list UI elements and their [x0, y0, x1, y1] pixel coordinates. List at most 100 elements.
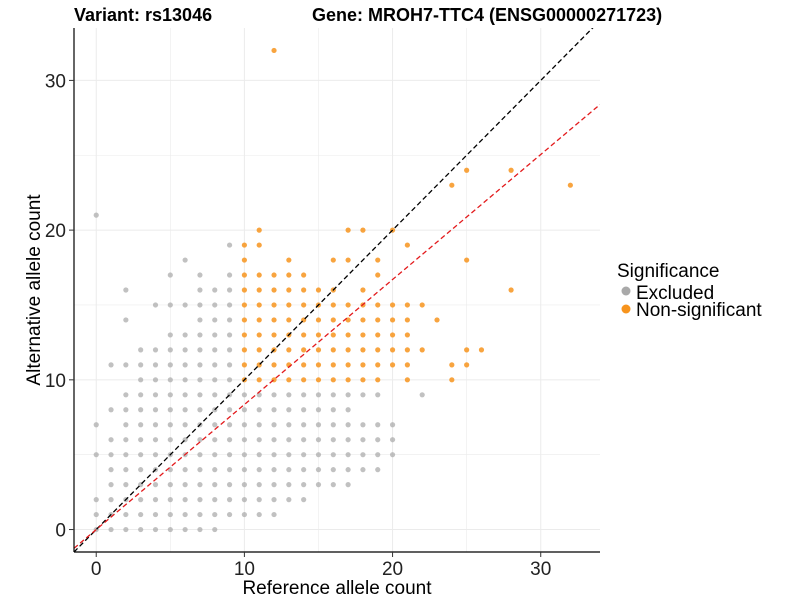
data-point-non-significant [360, 377, 366, 383]
chart-title-left: Variant: rs13046 [74, 5, 212, 25]
data-point-excluded [152, 497, 159, 503]
data-point-excluded [212, 392, 218, 398]
data-point-non-significant [434, 317, 440, 323]
data-point-excluded [167, 422, 173, 428]
x-tick-label: 30 [530, 559, 551, 580]
data-point-non-significant [389, 332, 396, 338]
legend-label-non-significant: Non-significant [636, 300, 762, 321]
data-point-excluded [212, 302, 218, 308]
data-point-non-significant [271, 302, 277, 308]
data-point-non-significant [567, 182, 573, 188]
data-point-excluded [93, 422, 99, 428]
data-point-excluded [360, 437, 366, 443]
x-tick-label: 10 [234, 559, 255, 580]
data-point-non-significant [256, 242, 262, 248]
data-point-excluded [152, 452, 159, 458]
data-point-excluded [167, 272, 173, 278]
data-point-non-significant [345, 347, 351, 353]
data-point-excluded [123, 317, 129, 323]
data-point-non-significant [389, 362, 396, 368]
data-point-excluded [241, 422, 247, 428]
data-point-excluded [286, 497, 292, 503]
data-point-non-significant [330, 347, 336, 353]
data-point-excluded [167, 347, 173, 353]
data-point-excluded [108, 526, 114, 533]
legend-swatch-non-significant [621, 304, 631, 314]
data-point-excluded [212, 467, 218, 473]
data-point-excluded [138, 497, 144, 503]
data-point-excluded [197, 317, 203, 323]
data-point-excluded [315, 467, 322, 473]
data-point-excluded [197, 437, 203, 443]
data-point-excluded [271, 392, 277, 398]
data-point-excluded [226, 497, 233, 503]
data-point-excluded [138, 422, 144, 428]
data-point-excluded [301, 392, 307, 398]
data-point-non-significant [375, 302, 381, 308]
data-point-excluded [138, 467, 144, 473]
data-point-non-significant [301, 302, 307, 308]
data-point-non-significant [315, 362, 322, 368]
data-point-excluded [301, 452, 307, 458]
data-point-excluded [241, 511, 247, 518]
data-point-non-significant [241, 257, 247, 263]
data-point-excluded [197, 347, 203, 353]
data-point-excluded [241, 452, 247, 458]
data-point-excluded [167, 482, 173, 488]
data-point-excluded [212, 377, 218, 383]
data-point-excluded [138, 407, 144, 413]
data-point-excluded [375, 422, 381, 428]
data-point-excluded [152, 302, 159, 308]
data-point-excluded [212, 362, 218, 368]
data-point-excluded [152, 362, 159, 368]
data-point-excluded [138, 362, 144, 368]
data-point-excluded [123, 511, 129, 518]
data-point-excluded [123, 482, 129, 488]
data-point-excluded [167, 377, 173, 383]
data-point-excluded [241, 407, 247, 413]
data-point-excluded [301, 497, 307, 503]
data-point-non-significant [375, 347, 381, 353]
data-point-excluded [226, 242, 233, 248]
data-point-excluded [330, 422, 336, 428]
data-point-non-significant [286, 317, 292, 323]
data-point-excluded [375, 392, 381, 398]
data-point-non-significant [241, 332, 247, 338]
data-point-excluded [271, 452, 277, 458]
data-point-non-significant [330, 257, 336, 263]
data-point-non-significant [241, 242, 247, 248]
data-point-non-significant [271, 362, 277, 368]
data-point-non-significant [360, 227, 366, 233]
data-point-excluded [182, 377, 188, 383]
data-point-excluded [167, 332, 173, 338]
data-point-non-significant [345, 332, 351, 338]
data-point-non-significant [360, 317, 366, 323]
data-point-excluded [197, 392, 203, 398]
data-point-excluded [286, 482, 292, 488]
data-point-excluded [271, 422, 277, 428]
data-point-excluded [315, 392, 322, 398]
data-point-excluded [360, 392, 366, 398]
data-point-excluded [167, 302, 173, 308]
data-point-non-significant [508, 167, 514, 173]
data-point-excluded [315, 407, 322, 413]
data-point-non-significant [360, 287, 366, 293]
data-point-non-significant [241, 362, 247, 368]
data-point-excluded [286, 467, 292, 473]
data-point-excluded [108, 497, 114, 503]
data-point-excluded [226, 422, 233, 428]
data-point-excluded [93, 212, 99, 218]
data-point-excluded [345, 407, 351, 413]
data-point-non-significant [301, 332, 307, 338]
x-tick-label: 0 [91, 559, 102, 580]
data-point-non-significant [241, 272, 247, 278]
data-point-excluded [271, 467, 277, 473]
data-point-non-significant [404, 347, 410, 353]
data-point-excluded [182, 467, 188, 473]
data-point-excluded [182, 407, 188, 413]
data-point-excluded [212, 287, 218, 293]
data-point-excluded [389, 452, 396, 458]
data-point-excluded [315, 422, 322, 428]
data-point-excluded [226, 467, 233, 473]
data-point-excluded [315, 452, 322, 458]
